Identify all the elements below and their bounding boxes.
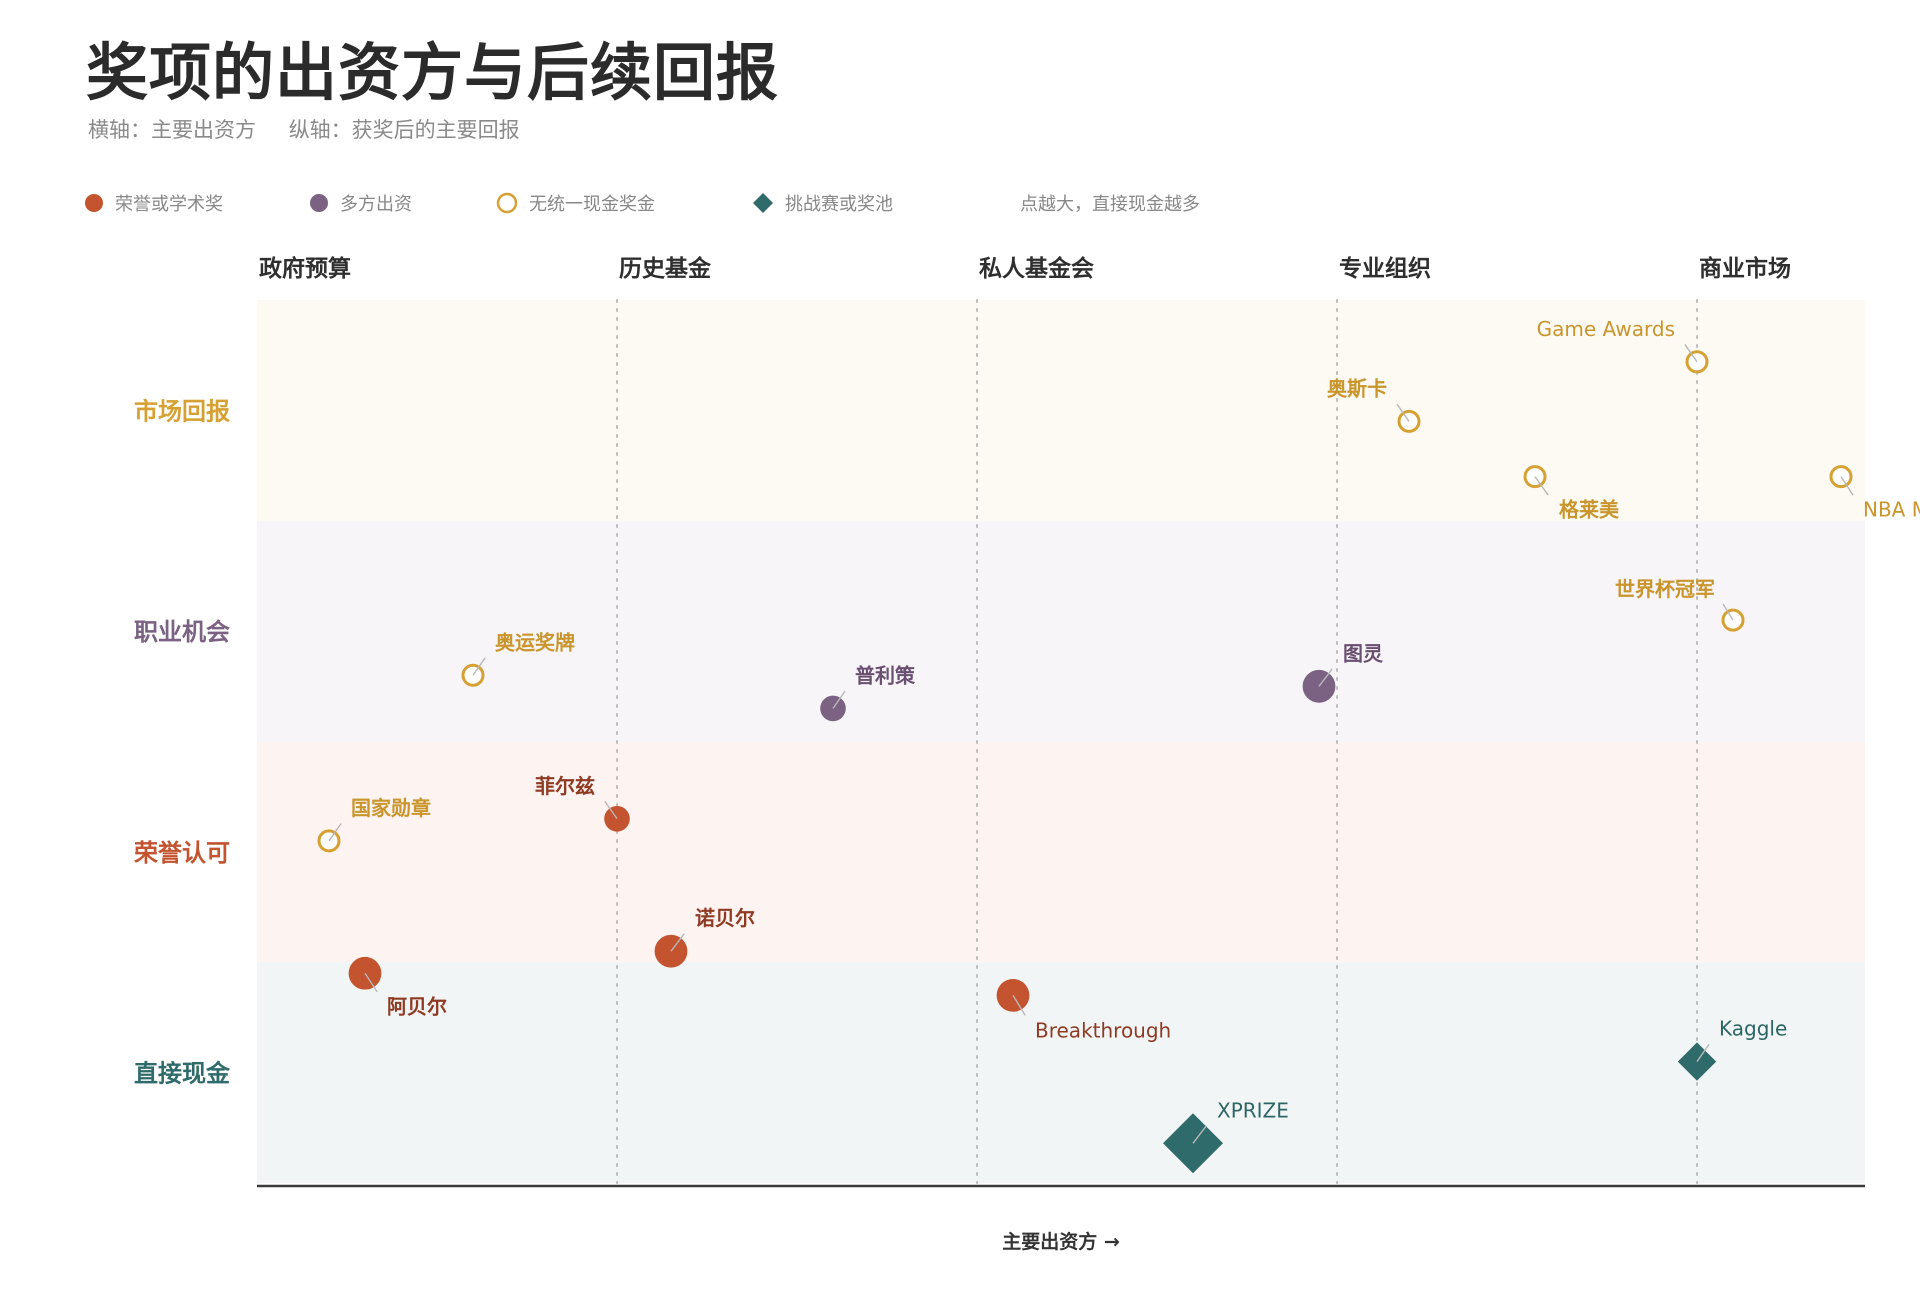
row-band [257, 962, 1865, 1183]
leader-line [1840, 476, 1854, 496]
data-point: 诺贝尔 [654, 906, 755, 968]
leader-line [604, 801, 618, 820]
leader-line [1684, 344, 1698, 363]
column-label: 商业市场 [1699, 255, 1791, 282]
data-point: Breakthrough [996, 978, 1171, 1042]
leader-line [472, 657, 486, 676]
legend-item-honor: 荣誉或学术奖 [84, 190, 223, 216]
point-marker-circle [996, 978, 1030, 1012]
data-point: 国家勋章 [317, 796, 431, 853]
row-label: 市场回报 [134, 397, 230, 425]
point-label: XPRIZE [1217, 1098, 1289, 1122]
leader-line [832, 690, 846, 709]
filled-circle-icon [310, 194, 328, 212]
point-label: 奥运奖牌 [495, 630, 575, 654]
point-label: Game Awards [1537, 317, 1675, 341]
x-axis-description: 横轴：主要出资方 [88, 118, 256, 142]
column-label: 专业组织 [1339, 255, 1431, 282]
data-point: Game Awards [1537, 317, 1709, 374]
point-label: 奥斯卡 [1327, 376, 1387, 400]
data-point: 菲尔兹 [535, 774, 630, 832]
data-point: 图灵 [1302, 641, 1384, 703]
data-point: NBA MVP [1829, 465, 1920, 522]
data-point: 格莱美 [1523, 465, 1620, 522]
legend-label: 挑战赛或奖池 [785, 194, 893, 215]
leader-line [670, 933, 685, 952]
leader-line [1192, 1125, 1207, 1144]
column-label: 政府预算 [259, 255, 351, 282]
leader-line [1722, 603, 1734, 621]
chart-title: 奖项的出资方与后续回报 [86, 36, 780, 109]
data-point: 阿贝尔 [348, 956, 447, 1018]
point-label: 世界杯冠军 [1615, 577, 1715, 601]
row-band [257, 741, 1865, 963]
diamond-icon [753, 193, 773, 213]
legend-item-multi: 多方出资 [309, 190, 412, 216]
row-label: 荣誉认可 [134, 839, 230, 867]
leader-line [364, 972, 378, 993]
point-label: 图灵 [1343, 641, 1384, 665]
leader-line [1396, 403, 1410, 422]
row-label: 职业机会 [134, 618, 230, 646]
data-point: Kaggle [1677, 1017, 1787, 1081]
point-label: 阿贝尔 [387, 994, 447, 1018]
leader-line [1012, 994, 1026, 1016]
point-label: Breakthrough [1035, 1018, 1171, 1042]
data-point: 普利策 [820, 663, 916, 722]
x-axis-label: 主要出资方 → [1002, 1230, 1120, 1253]
row-band [257, 520, 1865, 742]
legend-label: 荣誉或学术奖 [115, 194, 223, 215]
legend-label: 多方出资 [340, 194, 412, 215]
point-label: 诺贝尔 [695, 906, 755, 930]
filled-circle-icon [85, 194, 103, 212]
legend-label: 无统一现金奖金 [529, 194, 655, 215]
legend-item-challenge: 挑战赛或奖池 [752, 190, 893, 216]
data-point: 奥斯卡 [1327, 376, 1421, 433]
point-label: 菲尔兹 [535, 774, 595, 798]
chart-subtitle: 横轴：主要出资方 纵轴：获奖后的主要回报 [88, 114, 520, 144]
point-label: Kaggle [1719, 1017, 1787, 1041]
data-point: 世界杯冠军 [1615, 577, 1745, 632]
data-point: 奥运奖牌 [461, 630, 575, 687]
point-label: 普利策 [855, 663, 916, 687]
leader-line [328, 823, 342, 842]
point-label: NBA MVP [1863, 498, 1920, 522]
column-label: 私人基金会 [979, 255, 1094, 282]
legend: 荣誉或学术奖 多方出资 无统一现金奖金 挑战赛或奖池 点越大，直接现金越多 [84, 190, 1284, 220]
y-axis-description: 纵轴：获奖后的主要回报 [288, 118, 520, 142]
leader-line [1696, 1043, 1710, 1062]
legend-size-note: 点越大，直接现金越多 [1020, 190, 1200, 216]
column-label: 历史基金 [619, 255, 712, 282]
data-point: XPRIZE [1163, 1098, 1289, 1174]
legend-item-nocash: 无统一现金奖金 [496, 190, 655, 216]
row-band [257, 300, 1865, 521]
row-label: 直接现金 [134, 1060, 231, 1088]
leader-line [1534, 476, 1549, 496]
size-note-text: 点越大，直接现金越多 [1020, 194, 1200, 215]
ring-icon [496, 192, 518, 214]
point-label: 国家勋章 [351, 796, 431, 820]
point-label: 格莱美 [1559, 498, 1620, 522]
leader-line [1318, 668, 1333, 687]
